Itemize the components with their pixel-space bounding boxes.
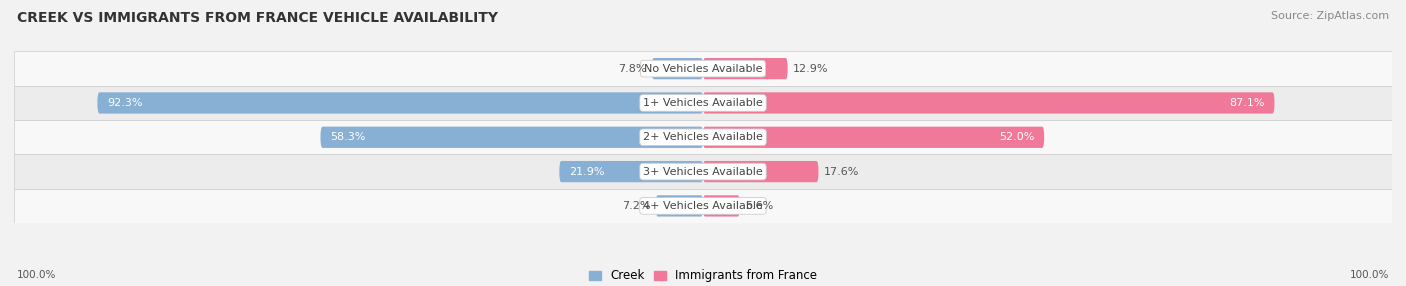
Text: 7.2%: 7.2%: [621, 201, 651, 211]
FancyBboxPatch shape: [703, 58, 787, 79]
Text: 17.6%: 17.6%: [824, 167, 859, 176]
FancyBboxPatch shape: [703, 161, 818, 182]
Bar: [14, 154, 1392, 189]
FancyBboxPatch shape: [703, 195, 740, 217]
Text: 2+ Vehicles Available: 2+ Vehicles Available: [643, 132, 763, 142]
Legend: Creek, Immigrants from France: Creek, Immigrants from France: [589, 269, 817, 282]
Bar: [14, 86, 1392, 120]
Text: 7.8%: 7.8%: [619, 64, 647, 74]
FancyBboxPatch shape: [703, 127, 1045, 148]
Text: 3+ Vehicles Available: 3+ Vehicles Available: [643, 167, 763, 176]
FancyBboxPatch shape: [703, 92, 1274, 114]
FancyBboxPatch shape: [560, 161, 703, 182]
Text: Source: ZipAtlas.com: Source: ZipAtlas.com: [1271, 11, 1389, 21]
Text: 92.3%: 92.3%: [107, 98, 143, 108]
Text: 12.9%: 12.9%: [793, 64, 828, 74]
Bar: [14, 189, 1392, 223]
Text: 5.6%: 5.6%: [745, 201, 773, 211]
Text: 87.1%: 87.1%: [1229, 98, 1264, 108]
Text: 100.0%: 100.0%: [17, 270, 56, 280]
Bar: [14, 51, 1392, 86]
Text: CREEK VS IMMIGRANTS FROM FRANCE VEHICLE AVAILABILITY: CREEK VS IMMIGRANTS FROM FRANCE VEHICLE …: [17, 11, 498, 25]
Text: 4+ Vehicles Available: 4+ Vehicles Available: [643, 201, 763, 211]
Text: 52.0%: 52.0%: [1000, 132, 1035, 142]
FancyBboxPatch shape: [321, 127, 703, 148]
Text: 21.9%: 21.9%: [569, 167, 605, 176]
Text: 100.0%: 100.0%: [1350, 270, 1389, 280]
Bar: [14, 120, 1392, 154]
Text: No Vehicles Available: No Vehicles Available: [644, 64, 762, 74]
Text: 58.3%: 58.3%: [330, 132, 366, 142]
Text: 1+ Vehicles Available: 1+ Vehicles Available: [643, 98, 763, 108]
FancyBboxPatch shape: [97, 92, 703, 114]
FancyBboxPatch shape: [655, 195, 703, 217]
FancyBboxPatch shape: [652, 58, 703, 79]
